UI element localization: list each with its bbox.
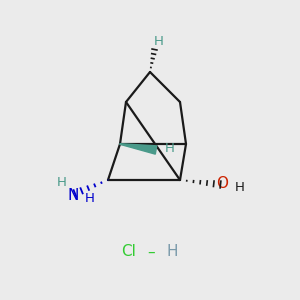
- Text: N: N: [68, 188, 79, 202]
- Text: H: H: [165, 142, 174, 155]
- Polygon shape: [120, 144, 157, 154]
- Text: O: O: [216, 176, 228, 191]
- Text: H: H: [85, 191, 94, 205]
- Text: H: H: [235, 181, 245, 194]
- Text: Cl: Cl: [122, 244, 136, 260]
- Text: H: H: [154, 35, 164, 48]
- Text: H: H: [167, 244, 178, 260]
- Text: H: H: [57, 176, 66, 190]
- Text: –: –: [148, 244, 155, 260]
